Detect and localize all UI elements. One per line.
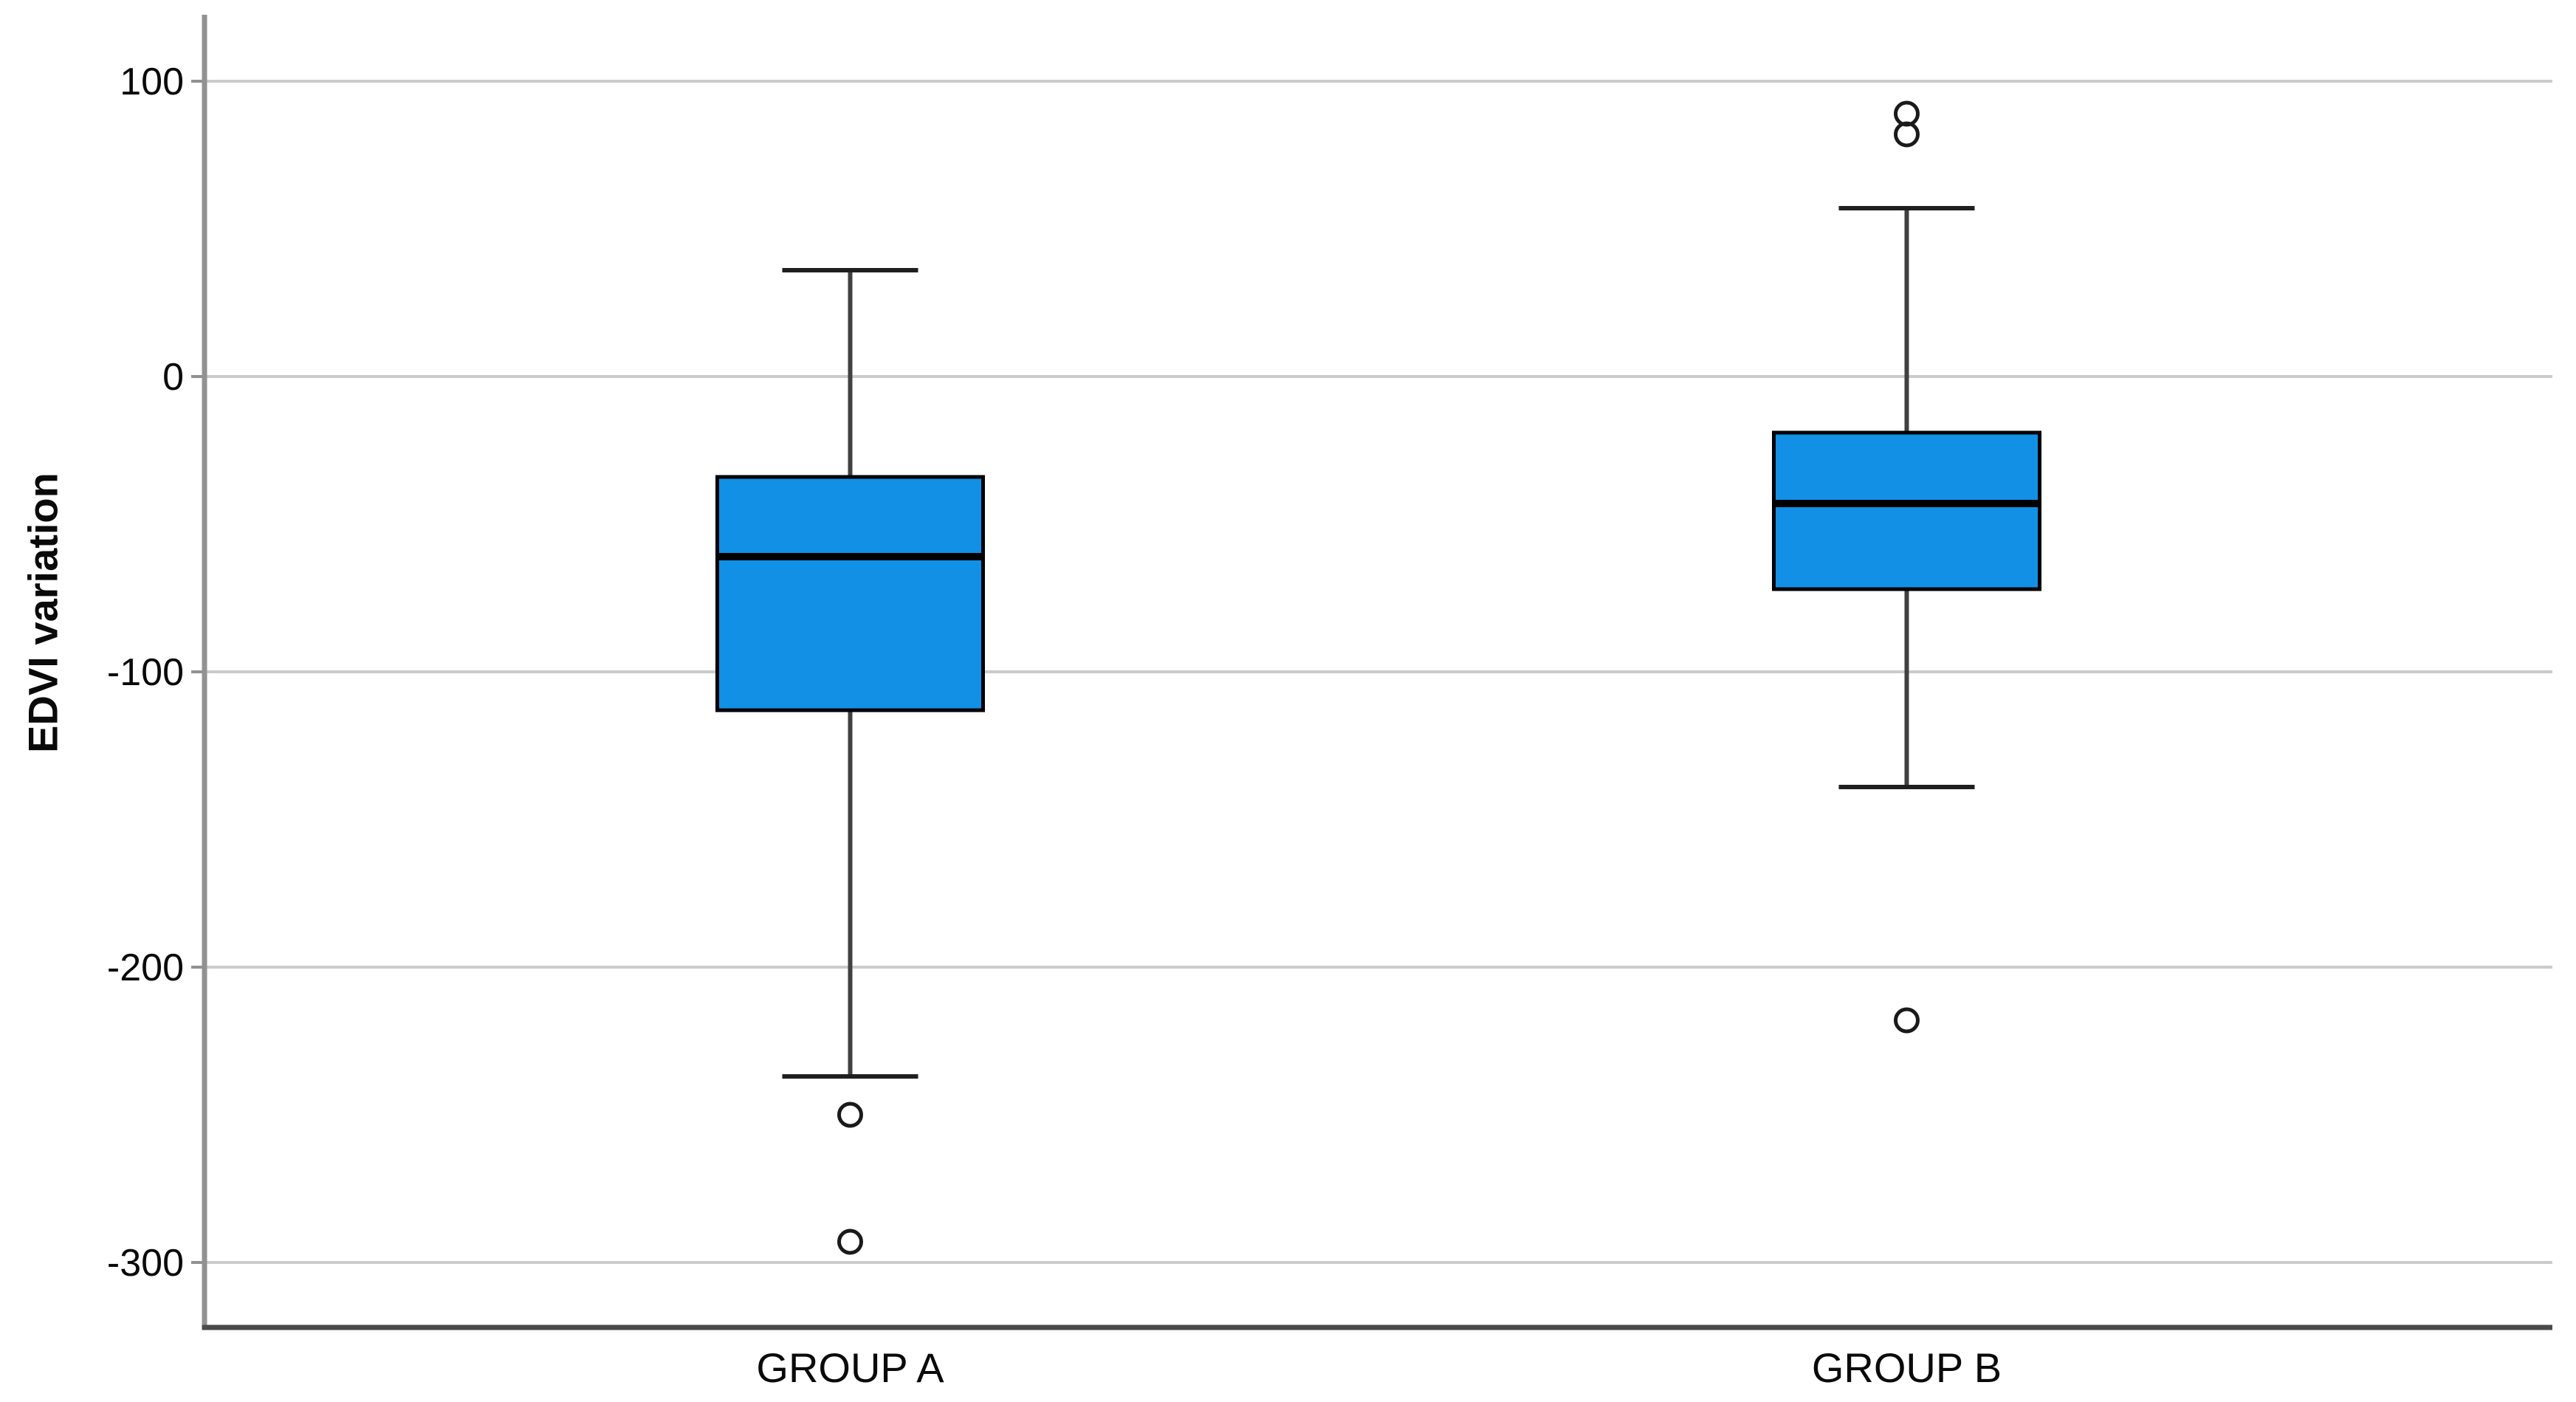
outlier-group-a-0 [837,1102,863,1128]
outlier-group-b-2 [1894,1007,1920,1034]
y-tick-label--300: -300 [107,1242,184,1285]
x-category-label-group-b: GROUP B [1812,1344,2002,1391]
iqr-box-group-b [1772,430,2041,591]
y-axis-title: EDVI variation [19,473,66,753]
y-tick-label--200: -200 [107,946,184,989]
outlier-group-a-1 [837,1229,863,1255]
iqr-box-group-a [715,475,985,712]
x-category-label-group-a: GROUP A [756,1344,944,1391]
y-tick-label-0: 0 [162,356,184,399]
y-tick-label--100: -100 [107,651,184,694]
y-tick-label-100: 100 [120,61,184,103]
outlier-group-b-1 [1894,121,1920,148]
